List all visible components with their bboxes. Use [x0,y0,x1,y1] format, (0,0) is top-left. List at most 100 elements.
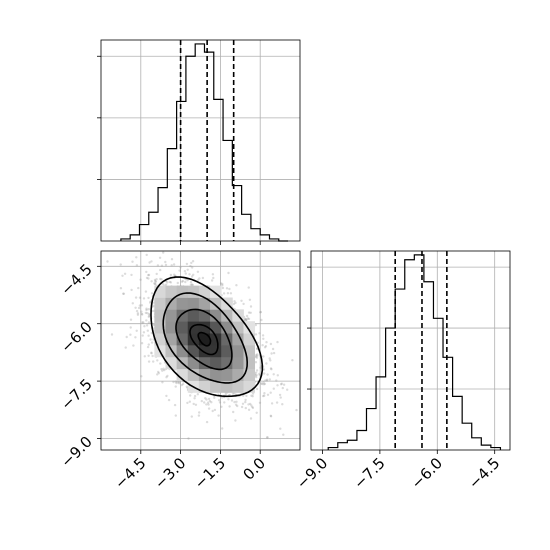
scatter-point [147,360,151,363]
scatter-point [221,282,224,286]
scatter-point [268,357,271,360]
scatter-point [161,369,164,372]
x-tick-label-2: −1.5 [191,454,229,492]
scatter-point [228,405,231,408]
scatter-point [146,345,150,349]
density-cell [165,321,178,334]
scatter-point [157,370,160,374]
scatter-point [251,406,255,410]
scatter-point [139,278,142,281]
scatter-point [145,308,148,312]
scatter-point [270,352,273,355]
scatter-point [130,288,133,292]
scatter-point [228,287,231,291]
density-cell [165,297,178,310]
scatter-point [226,292,230,295]
scatter-point [243,318,246,321]
scatter-point [184,280,187,284]
scatter-point [193,394,197,398]
scatter-point [263,392,266,395]
scatter-point [211,409,214,413]
scatter-point [250,404,253,407]
y-tick-label-3: −9.0 [57,433,95,471]
scatter-point [205,398,208,401]
scatter-point [245,394,248,398]
scatter-point [192,273,195,276]
scatter-point [135,256,138,259]
scatter-point [129,318,133,321]
scatter-point [255,356,259,359]
scatter-point [147,296,150,300]
scatter-point [242,394,245,397]
scatter-point [179,266,182,269]
scatter-point [156,373,159,376]
scatter-point [142,321,145,324]
scatter-point [268,378,271,381]
scatter-point [220,405,223,408]
density-cell [210,309,222,322]
scatter-point [146,329,149,332]
scatter-point [255,375,258,379]
scatter-point [275,379,278,382]
scatter-point [187,437,190,440]
scatter-point [138,304,142,307]
scatter-point [163,368,166,372]
scatter-point [134,296,138,299]
scatter-point [259,366,262,369]
scatter-point [157,372,160,375]
x-tick-label-3: 0.0 [239,454,269,484]
scatter-point [119,263,122,266]
y-tick-label-1: −6.0 [57,318,95,356]
density-cell [243,333,256,346]
density-cell [176,368,189,381]
density-cell [176,309,189,322]
scatter-point [254,361,258,364]
scatter-point [149,301,152,304]
density-cell [165,285,178,298]
scatter-point [275,401,279,404]
density-cell [210,285,222,298]
density-cell [176,321,189,334]
density-cell [221,321,233,334]
scatter-point [245,314,249,318]
scatter-point [190,261,193,265]
y-tick-label-0: −4.5 [57,260,95,298]
scatter-point [196,393,199,396]
scatter-point [166,281,169,284]
scatter-point [188,273,191,276]
scatter-point [244,318,247,321]
scatter-point [141,313,144,316]
scatter-point [140,342,144,345]
density-cell [221,368,233,381]
scatter-point [235,284,238,287]
density-cell [232,368,244,381]
density-cell [221,356,233,370]
scatter-point [147,308,150,311]
scatter-point [269,359,272,362]
scatter-point [249,402,252,406]
scatter-point [178,269,181,272]
scatter-point [263,394,266,397]
scatter-point [261,334,265,337]
scatter-point [135,264,139,267]
scatter-point [147,313,151,316]
density-cell [243,344,256,358]
scatter-point [255,369,259,372]
density-cell [154,297,166,310]
density-cell [187,344,200,358]
scatter-point [291,359,294,362]
scatter-point [135,309,139,313]
scatter-point [156,359,159,362]
scatter-point [141,334,144,337]
scatter-point [245,318,248,322]
scatter-point [260,318,263,322]
scatter-point [222,292,226,295]
scatter-point [263,382,267,386]
scatter-point [255,373,258,377]
scatter-point [272,387,275,390]
scatter-point [189,394,192,397]
scatter-point [259,310,262,314]
scatter-point [129,333,132,336]
scatter-point [180,280,184,283]
